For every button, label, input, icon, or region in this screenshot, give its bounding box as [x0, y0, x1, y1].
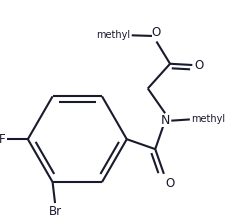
Text: N: N — [161, 114, 170, 127]
Text: methyl: methyl — [96, 30, 130, 40]
Text: O: O — [194, 58, 204, 71]
Text: F: F — [0, 133, 6, 146]
Text: methyl: methyl — [191, 114, 225, 124]
Text: O: O — [152, 26, 161, 39]
Text: Br: Br — [48, 205, 62, 218]
Text: O: O — [165, 177, 174, 190]
